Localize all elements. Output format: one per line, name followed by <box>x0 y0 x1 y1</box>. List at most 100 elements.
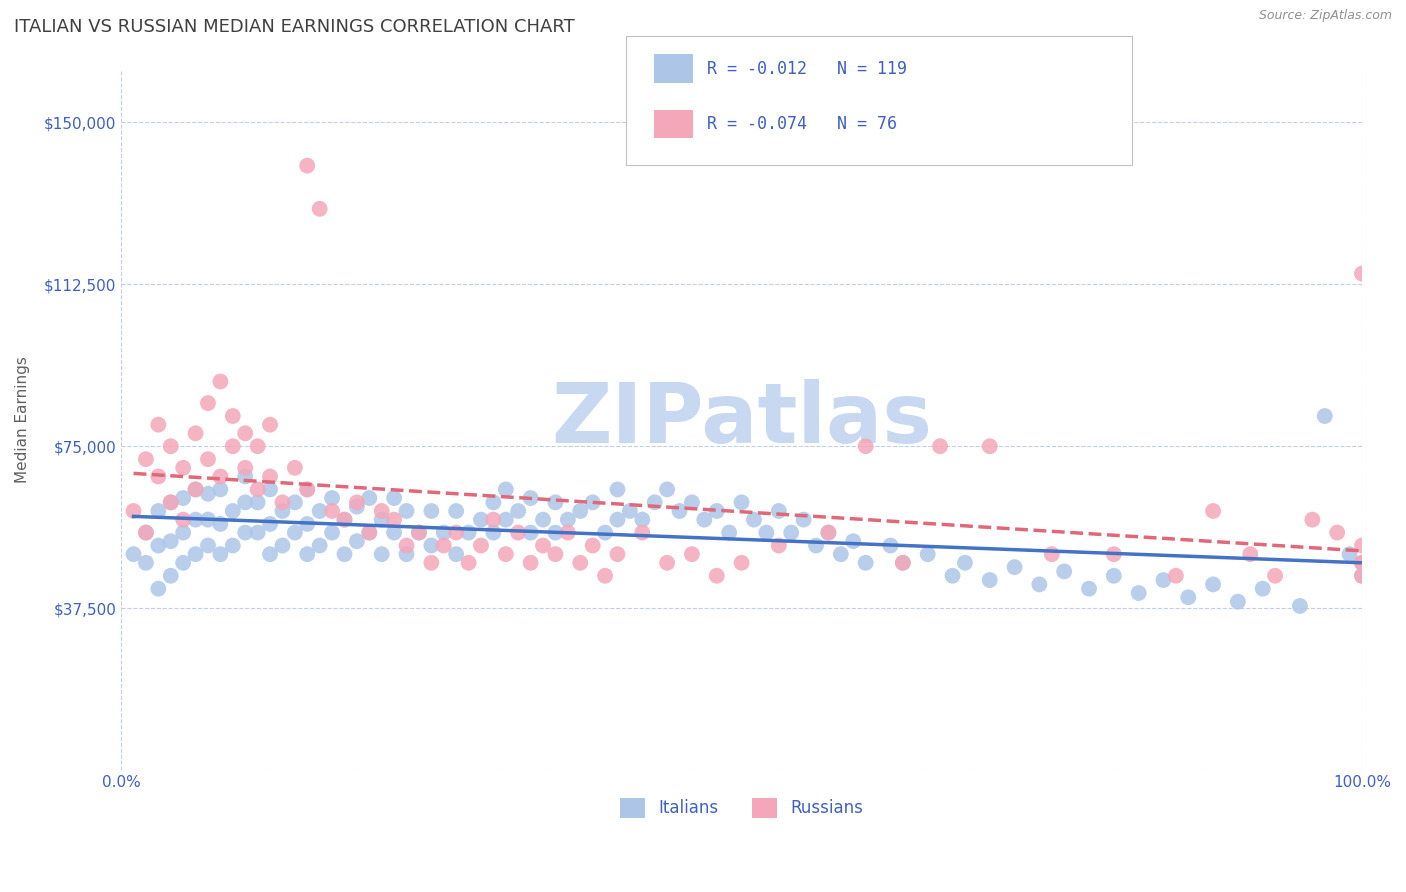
Point <box>531 539 554 553</box>
Point <box>395 547 418 561</box>
Point <box>233 495 256 509</box>
Point <box>135 556 157 570</box>
Point <box>582 495 605 509</box>
Point <box>135 525 157 540</box>
Point <box>593 525 616 540</box>
Point <box>1078 582 1101 596</box>
Point <box>668 504 690 518</box>
Point <box>482 525 505 540</box>
Point <box>606 547 628 561</box>
Point <box>519 525 541 540</box>
Point <box>197 513 219 527</box>
Point <box>830 547 852 561</box>
Point <box>148 539 170 553</box>
Point <box>544 495 567 509</box>
Point <box>370 504 392 518</box>
Point <box>1164 568 1187 582</box>
Point <box>433 539 456 553</box>
Point <box>1351 568 1374 582</box>
Point <box>508 504 530 518</box>
Point <box>370 547 392 561</box>
Text: ITALIAN VS RUSSIAN MEDIAN EARNINGS CORRELATION CHART: ITALIAN VS RUSSIAN MEDIAN EARNINGS CORRE… <box>14 18 575 36</box>
Point <box>184 483 207 497</box>
Point <box>246 483 269 497</box>
Point <box>297 547 319 561</box>
Point <box>420 556 443 570</box>
Point <box>780 525 803 540</box>
Point <box>1264 568 1286 582</box>
Point <box>718 525 741 540</box>
Point <box>891 556 914 570</box>
Point <box>941 568 963 582</box>
Point <box>482 513 505 527</box>
Point <box>495 483 517 497</box>
Point <box>135 452 157 467</box>
Point <box>246 525 269 540</box>
Point <box>308 539 330 553</box>
Point <box>631 513 654 527</box>
Point <box>222 504 245 518</box>
Point <box>855 556 877 570</box>
Point <box>1339 547 1361 561</box>
Point <box>655 556 678 570</box>
Point <box>284 495 307 509</box>
Point <box>246 439 269 453</box>
Point <box>557 525 579 540</box>
Point <box>519 491 541 505</box>
Point <box>284 525 307 540</box>
Point <box>359 491 381 505</box>
Point <box>233 460 256 475</box>
Point <box>197 539 219 553</box>
Point <box>929 439 952 453</box>
Point <box>172 491 194 505</box>
Point <box>271 539 294 553</box>
Point <box>148 504 170 518</box>
Point <box>433 525 456 540</box>
Point <box>209 516 232 531</box>
Point <box>122 547 145 561</box>
Point <box>172 513 194 527</box>
Point <box>346 534 368 549</box>
Point <box>122 504 145 518</box>
Point <box>855 439 877 453</box>
Point <box>706 504 728 518</box>
Point <box>233 469 256 483</box>
Point <box>259 417 281 432</box>
Point <box>184 483 207 497</box>
Point <box>693 513 716 527</box>
Point <box>1152 573 1174 587</box>
Point <box>246 495 269 509</box>
Point <box>382 513 405 527</box>
Point <box>755 525 778 540</box>
Point <box>148 417 170 432</box>
Point <box>891 556 914 570</box>
Point <box>222 539 245 553</box>
Point <box>730 556 752 570</box>
Point <box>233 426 256 441</box>
Point <box>606 513 628 527</box>
Point <box>1351 556 1374 570</box>
Point <box>333 513 356 527</box>
Point <box>793 513 815 527</box>
Point <box>655 483 678 497</box>
Point <box>359 525 381 540</box>
Point <box>681 495 703 509</box>
Point <box>470 513 492 527</box>
Point <box>333 547 356 561</box>
Point <box>297 159 319 173</box>
Point <box>444 547 467 561</box>
Text: R = -0.074   N = 76: R = -0.074 N = 76 <box>707 115 897 133</box>
Point <box>879 539 901 553</box>
Point <box>1351 539 1374 553</box>
Point <box>259 469 281 483</box>
Point <box>259 516 281 531</box>
Point <box>172 556 194 570</box>
Point <box>172 460 194 475</box>
Point <box>619 504 641 518</box>
Point <box>197 452 219 467</box>
Point <box>768 504 790 518</box>
Point <box>681 547 703 561</box>
Y-axis label: Median Earnings: Median Earnings <box>15 356 30 483</box>
Point <box>148 582 170 596</box>
Point <box>917 547 939 561</box>
